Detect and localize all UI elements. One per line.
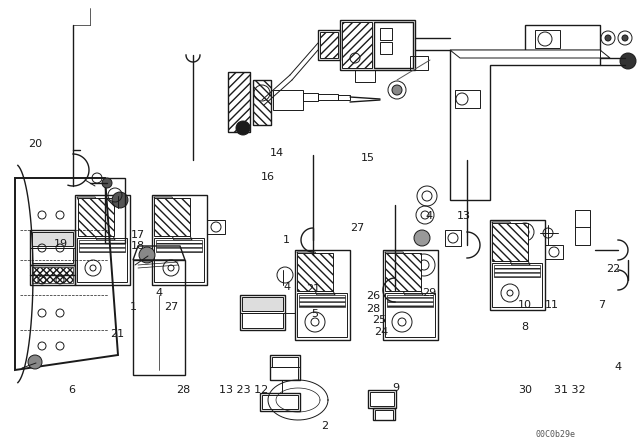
- Polygon shape: [242, 297, 283, 311]
- Circle shape: [102, 178, 112, 188]
- Text: 2: 2: [321, 422, 329, 431]
- Polygon shape: [492, 222, 530, 265]
- Polygon shape: [320, 32, 338, 58]
- Text: 25: 25: [372, 315, 387, 325]
- Polygon shape: [494, 265, 540, 277]
- Text: 20: 20: [28, 139, 42, 149]
- Text: 4: 4: [614, 362, 621, 372]
- Text: 24: 24: [374, 327, 388, 336]
- Polygon shape: [154, 197, 192, 240]
- Polygon shape: [32, 232, 73, 246]
- Polygon shape: [297, 252, 335, 295]
- Text: 27: 27: [350, 224, 364, 233]
- Polygon shape: [156, 240, 202, 252]
- Circle shape: [622, 35, 628, 41]
- Text: 4: 4: [283, 282, 291, 292]
- Text: 4: 4: [155, 289, 163, 298]
- Polygon shape: [228, 72, 250, 132]
- Text: 16: 16: [260, 172, 275, 182]
- Polygon shape: [385, 252, 423, 295]
- Polygon shape: [450, 50, 610, 58]
- Polygon shape: [387, 295, 433, 307]
- Text: 9: 9: [392, 383, 399, 392]
- Text: 27: 27: [164, 302, 179, 312]
- Circle shape: [139, 247, 155, 263]
- Text: 22: 22: [606, 264, 620, 274]
- Text: 31 32: 31 32: [554, 385, 586, 395]
- Text: 14: 14: [269, 148, 284, 158]
- Text: 5: 5: [312, 309, 318, 319]
- Text: 29: 29: [422, 289, 436, 298]
- Polygon shape: [32, 267, 73, 283]
- Text: 00C0b29e: 00C0b29e: [535, 430, 575, 439]
- Circle shape: [28, 355, 42, 369]
- Circle shape: [620, 53, 636, 69]
- Text: 30: 30: [518, 385, 532, 395]
- Polygon shape: [299, 295, 345, 307]
- Text: 11: 11: [545, 300, 559, 310]
- Polygon shape: [492, 223, 528, 261]
- Circle shape: [605, 35, 611, 41]
- Text: 17: 17: [131, 230, 145, 240]
- Polygon shape: [253, 80, 271, 125]
- Circle shape: [236, 121, 250, 135]
- Polygon shape: [77, 197, 115, 240]
- Text: 21: 21: [307, 284, 321, 294]
- Text: 28: 28: [366, 304, 380, 314]
- Text: 13: 13: [456, 211, 470, 221]
- Text: 18: 18: [131, 241, 145, 250]
- Text: 10: 10: [518, 300, 532, 310]
- Text: 4: 4: [425, 211, 433, 221]
- Text: 19: 19: [54, 239, 68, 249]
- Text: 13 23 12: 13 23 12: [219, 385, 268, 395]
- Text: 26: 26: [366, 291, 380, 301]
- Polygon shape: [154, 198, 190, 236]
- Text: 7: 7: [598, 300, 605, 310]
- Polygon shape: [79, 240, 125, 252]
- Text: 21: 21: [110, 329, 124, 339]
- Text: 6: 6: [68, 385, 75, 395]
- Polygon shape: [297, 253, 333, 291]
- Polygon shape: [78, 198, 114, 236]
- Text: 1: 1: [130, 302, 136, 312]
- Circle shape: [112, 192, 128, 208]
- Polygon shape: [385, 253, 421, 291]
- Polygon shape: [342, 22, 372, 68]
- Text: 1: 1: [284, 235, 290, 245]
- Circle shape: [414, 230, 430, 246]
- Text: 8: 8: [521, 322, 529, 332]
- Text: 15: 15: [361, 153, 375, 163]
- Circle shape: [392, 85, 402, 95]
- Text: 28: 28: [176, 385, 190, 395]
